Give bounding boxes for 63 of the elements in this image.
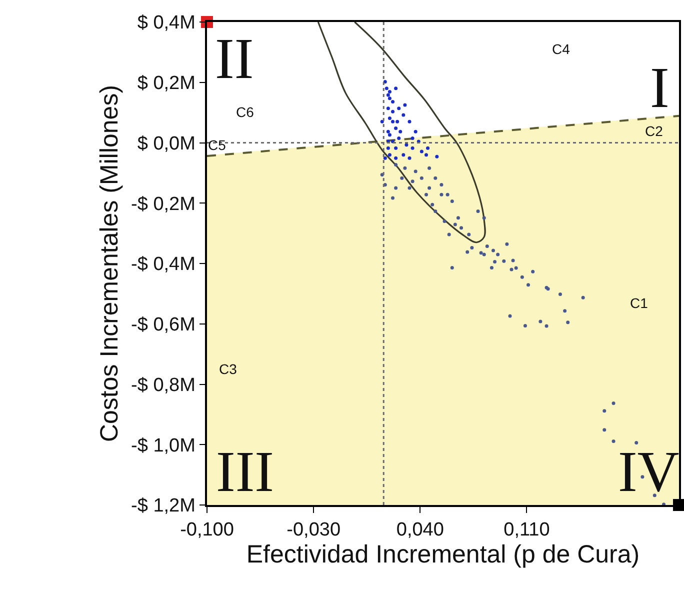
point [410,136,414,140]
point [388,116,392,120]
point [408,156,412,160]
annotation: C5 [208,137,226,153]
point [391,120,394,124]
y-tick-label: -$ 0,4M [131,254,196,276]
point [388,96,392,100]
point [414,130,418,134]
point [397,106,401,110]
point [394,156,398,160]
y-tick-label: $ 0,2M [137,73,196,94]
point [388,133,392,137]
line-series [317,22,486,244]
point [397,136,401,140]
point [386,130,390,134]
point [394,146,398,150]
point [388,90,392,94]
point [426,146,430,150]
point [383,80,387,84]
point [398,130,402,134]
point [391,110,394,114]
point [396,120,400,124]
point [384,86,388,90]
x-tick-label: 0,110 [504,520,550,541]
point [402,113,406,117]
point [394,86,398,90]
point [386,93,390,97]
point [380,120,384,124]
y-tick-label: -$ 0,2M [131,194,196,215]
point [402,153,406,157]
annotation: C1 [630,295,648,311]
point [435,154,439,158]
point [410,146,414,150]
x-tick-label: 0,040 [396,520,444,541]
point [386,146,390,150]
point [408,120,412,124]
y-tick-label: -$ 0,6M [131,314,196,336]
point [386,106,390,110]
y-tick-label: -$ 1,2M [131,496,196,517]
point [420,150,424,154]
annotation: C2 [645,123,664,139]
point [383,156,387,160]
annotation: C6 [236,104,254,120]
annotation: IV [618,439,680,504]
point [404,143,408,147]
y-tick-label: -$ 0,8M [131,374,196,396]
point [403,103,407,107]
x-tick-label: -0,030 [286,520,341,541]
point [391,100,394,104]
point [394,126,398,130]
point [388,153,392,157]
annotation: C4 [552,41,570,57]
annotation: II [215,26,254,91]
x-tick-label: -0,100 [180,520,234,541]
annotation: C3 [219,361,238,377]
y-tick-label: $ 0,0M [137,133,196,154]
y-tick-label: -$ 1,0M [131,435,196,456]
x-axis-title: Efectividad Incremental (p de Cura) [246,540,640,569]
annotation: III [216,439,274,504]
point [424,153,428,157]
annotation: I [650,55,670,120]
y-axis-title: Costos Incrementales (Millones) [95,84,124,442]
y-tick-label: $ 0,4M [137,12,196,34]
